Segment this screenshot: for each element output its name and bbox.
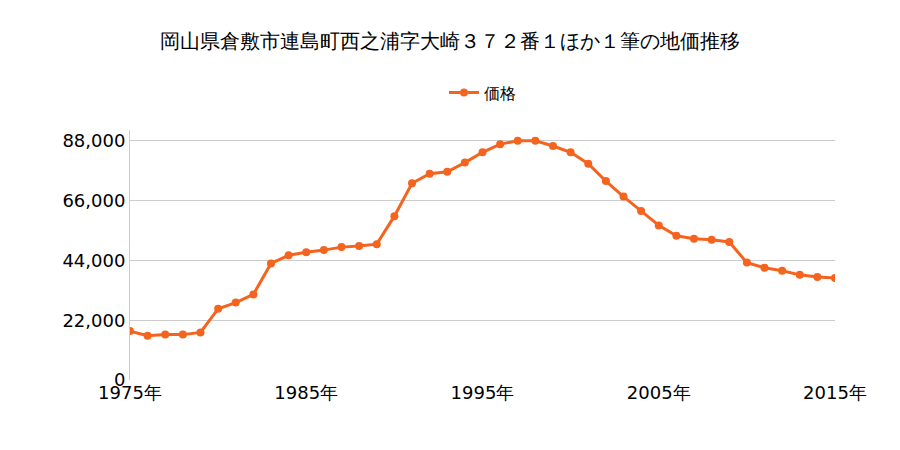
svg-text:1995年: 1995年 xyxy=(451,382,515,403)
svg-text:44,000: 44,000 xyxy=(62,250,125,271)
svg-text:0: 0 xyxy=(114,369,125,390)
svg-text:88,000: 88,000 xyxy=(62,130,125,151)
svg-text:価格: 価格 xyxy=(484,84,516,103)
svg-text:2015年: 2015年 xyxy=(803,382,867,403)
svg-text:22,000: 22,000 xyxy=(62,310,125,331)
svg-text:1975年: 1975年 xyxy=(98,382,162,403)
svg-text:66,000: 66,000 xyxy=(62,190,125,211)
svg-text:1985年: 1985年 xyxy=(274,382,338,403)
svg-text:岡山県倉敷市連島町西之浦字大崎３７２番１ほか１筆の地価推移: 岡山県倉敷市連島町西之浦字大崎３７２番１ほか１筆の地価推移 xyxy=(160,29,740,53)
svg-text:2005年: 2005年 xyxy=(627,382,691,403)
